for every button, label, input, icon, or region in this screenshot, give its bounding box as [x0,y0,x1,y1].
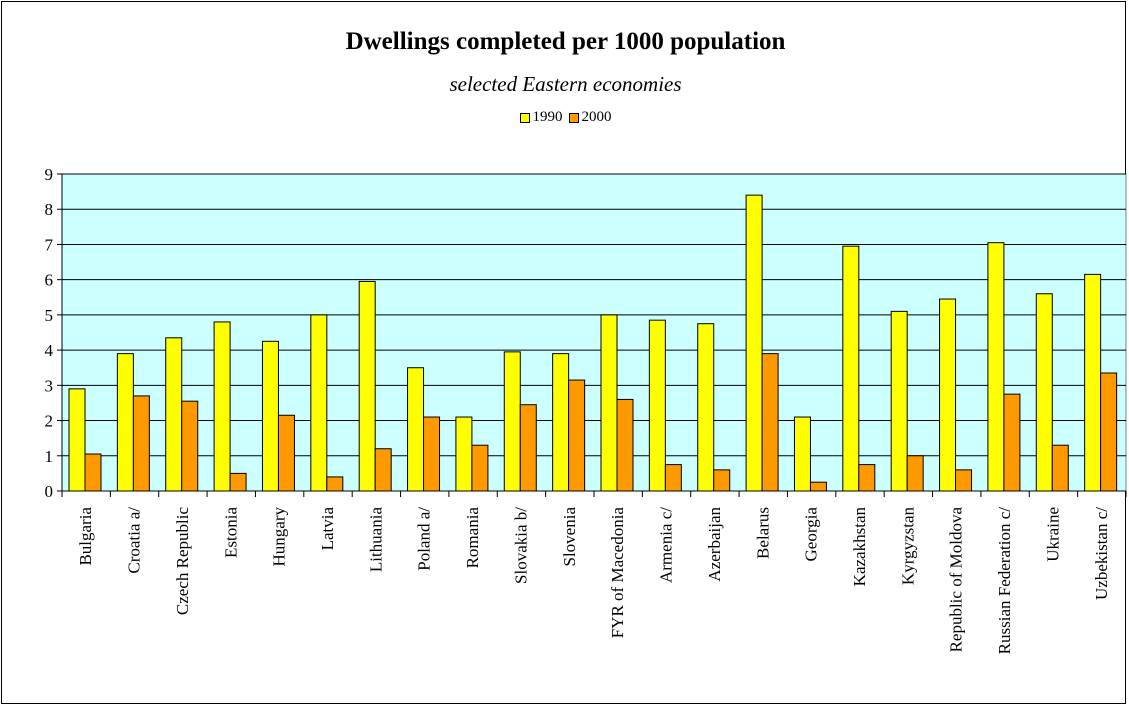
bar-2000-2 [181,400,199,492]
bar-2000-17 [906,455,924,492]
x-tick-label: Lithuania [366,507,385,573]
bar-1990-13 [697,323,715,492]
bar-2000-3 [229,472,247,492]
bar-2000-21 [1100,372,1118,492]
bar-2000-13 [713,469,731,492]
y-tick-label: 2 [45,412,54,431]
bar-2000-1 [132,395,150,492]
bar-2000-15 [809,481,827,492]
bar-1990-0 [68,388,86,492]
x-tick-label: Latvia [318,507,337,551]
x-tick-label: Romania [463,507,482,569]
x-tick-label: Georgia [802,507,821,562]
x-tick-label: Ukraine [1043,507,1062,562]
x-tick-label: Republic of Moldova [947,507,966,653]
bar-2000-12 [664,464,682,492]
bar-1990-19 [987,242,1005,492]
chart-subtitle: selected Eastern economies [449,72,682,96]
x-tick-label: Russian Federation c/ [995,507,1014,655]
x-tick-label: Hungary [270,507,289,567]
bar-2000-10 [568,379,586,492]
bar-1990-3 [213,321,231,492]
y-tick-label: 9 [45,165,54,184]
bar-2000-7 [423,416,441,492]
bar-2000-6 [374,448,392,492]
bar-1990-12 [648,319,666,492]
bar-2000-19 [1003,393,1021,492]
y-tick-label: 1 [45,447,54,466]
bar-1990-15 [793,416,811,492]
bar-2000-4 [277,414,295,492]
bar-1990-20 [1035,293,1053,492]
bar-2000-11 [616,398,634,492]
x-tick-label: FYR of Macedonia [608,507,627,639]
bar-1990-9 [503,351,521,492]
x-tick-label: Croatia a/ [125,507,144,574]
bar-1990-14 [745,194,763,492]
x-tick-label: Armenia c/ [657,507,676,583]
bar-2000-18 [955,469,973,492]
x-tick-label: Uzbekistan c/ [1092,507,1111,600]
bar-1990-11 [600,314,618,492]
y-tick-label: 3 [45,376,54,395]
legend-label-2000: 2000 [581,109,612,125]
bar-1990-8 [455,416,473,492]
bar-1990-17 [890,310,908,492]
x-tick-label: Poland a/ [415,507,434,571]
legend-item-2000: 2000 [568,109,612,126]
bar-2000-8 [471,444,489,492]
x-tick-label: Kyrgyzstan [898,507,917,586]
y-tick-label: 0 [45,482,54,501]
bar-1990-5 [310,314,328,492]
legend-swatch-2000 [568,112,579,123]
x-tick-label: Belarus [753,507,772,559]
x-tick-label: Bulgaria [76,507,95,566]
y-tick-label: 4 [45,341,54,360]
legend-label-1990: 1990 [532,109,563,125]
chart-title: Dwellings completed per 1000 population [345,28,786,55]
y-tick-label: 6 [45,271,54,290]
x-tick-label: Kazakhstan [850,507,869,587]
bar-1990-18 [939,298,957,492]
bar-2000-5 [326,476,344,492]
bar-2000-9 [519,404,537,492]
bar-1990-10 [552,353,570,492]
y-tick-label: 7 [45,235,54,254]
legend-item-1990: 1990 [519,109,563,126]
bar-1990-7 [407,367,425,492]
x-tick-label: Azerbaijan [705,507,724,582]
x-tick-label: Czech Republic [173,507,192,616]
bar-2000-20 [1051,444,1069,492]
bar-1990-1 [116,353,134,492]
x-tick-label: Slovakia b/ [511,507,530,584]
bar-2000-0 [84,453,102,492]
x-tick-label: Estonia [221,507,240,558]
x-tick-label: Slovenia [560,507,579,567]
bar-1990-4 [261,340,279,492]
bar-1990-2 [165,337,183,492]
bar-2000-14 [761,353,779,492]
y-tick-label: 8 [45,200,54,219]
bar-1990-16 [842,245,860,492]
legend-swatch-1990 [519,112,530,123]
bar-1990-6 [358,280,376,492]
y-tick-label: 5 [45,306,54,325]
legend: 1990 2000 [2,109,1129,126]
bar-2000-16 [858,464,876,492]
bar-1990-21 [1084,273,1102,492]
